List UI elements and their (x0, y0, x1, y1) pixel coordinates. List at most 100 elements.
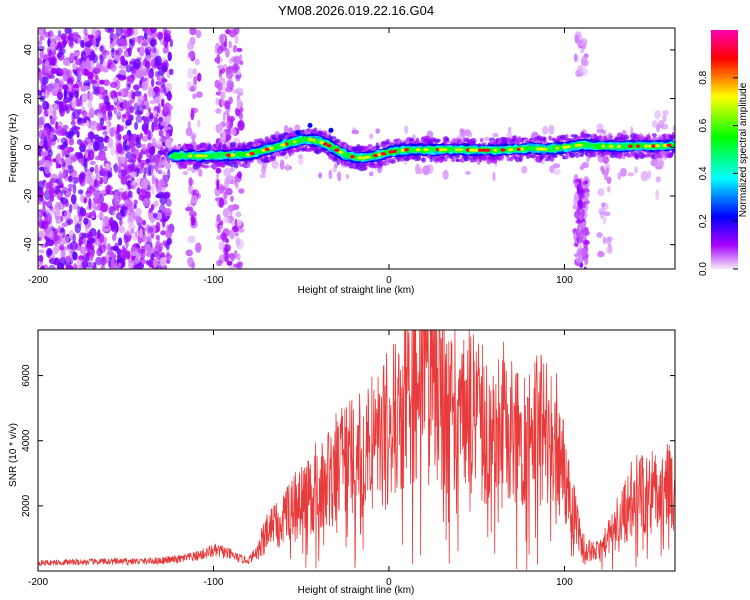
noise-speckle (222, 208, 230, 218)
noise-speckle (97, 214, 104, 219)
noise-speckle (95, 38, 100, 48)
noise-speckle (87, 91, 94, 102)
ridge-peak (249, 152, 255, 156)
noise-speckle (72, 251, 78, 261)
noise-speckle (581, 221, 586, 228)
noise-speckle (186, 167, 193, 171)
noise-speckle (169, 68, 174, 76)
noise-speckle (85, 57, 90, 68)
noise-speckle (651, 120, 658, 128)
noise-speckle (106, 243, 112, 252)
noise-speckle (141, 220, 146, 226)
noise-speckle (283, 155, 289, 160)
noise-speckle (332, 166, 337, 173)
noise-speckle (165, 228, 173, 239)
noise-speckle (115, 28, 123, 37)
noise-speckle (147, 235, 152, 246)
colorbar-gradient (711, 30, 738, 269)
noise-speckle (89, 254, 94, 262)
noise-speckle (68, 37, 74, 47)
noise-speckle (100, 202, 109, 213)
noise-speckle (116, 123, 121, 135)
ridge-peak (292, 140, 297, 144)
noise-speckle (90, 50, 96, 61)
noise-speckle (118, 164, 122, 174)
noise-speckle (136, 187, 141, 195)
noise-speckle (153, 125, 160, 131)
ridge-peak (415, 148, 421, 152)
ridge-halo (230, 141, 237, 147)
noise-speckle (135, 230, 140, 239)
noise-speckle (150, 204, 155, 211)
ridge-halo (313, 127, 318, 132)
noise-speckle (49, 257, 57, 265)
noise-speckle (135, 115, 143, 123)
noise-speckle (647, 170, 652, 180)
noise-speckle (128, 202, 135, 213)
noise-speckle (165, 241, 170, 251)
noise-speckle (62, 124, 69, 131)
noise-speckle (131, 143, 136, 153)
noise-speckle (231, 128, 237, 136)
noise-speckle (107, 137, 114, 148)
noise-speckle (605, 246, 614, 255)
y-tick-label: 40 (23, 44, 34, 56)
colorbar-label: Normalized spectral amplitude (738, 82, 749, 217)
ridge-peak (361, 156, 367, 160)
noise-speckle (41, 92, 45, 97)
noise-speckle (49, 40, 56, 52)
noise-speckle (46, 249, 53, 256)
noise-speckle (124, 111, 132, 121)
noise-speckle (143, 45, 152, 51)
noise-speckle (146, 259, 150, 266)
noise-speckle (627, 172, 635, 177)
ridge-halo (518, 156, 524, 162)
noise-speckle (660, 123, 669, 130)
ridge-halo (624, 134, 630, 140)
noise-speckle (134, 257, 141, 264)
colorbar-tick-label: 0.6 (698, 118, 709, 132)
noise-speckle (574, 31, 582, 42)
noise-speckle (105, 103, 112, 111)
noise-speckle (185, 249, 193, 257)
noise-speckle (83, 85, 91, 91)
noise-speckle (145, 102, 150, 111)
noise-speckle (239, 60, 244, 66)
ridge-peak (508, 148, 514, 152)
noise-speckle (57, 163, 62, 169)
y-tick-label: 6000 (21, 364, 32, 387)
noise-speckle (39, 196, 44, 202)
ridge-halo (463, 154, 471, 162)
noise-speckle (228, 29, 237, 38)
noise-speckle (68, 203, 73, 214)
noise-speckle (166, 115, 173, 120)
noise-speckle (69, 169, 78, 178)
noise-speckle (148, 70, 152, 79)
noise-speckle (65, 235, 70, 244)
noise-speckle (103, 145, 108, 152)
noise-speckle (68, 137, 75, 146)
noise-speckle (73, 126, 81, 131)
noise-speckle (155, 234, 160, 241)
x-tick-label: -200 (28, 577, 48, 588)
noise-speckle (48, 264, 56, 269)
noise-speckle (192, 93, 196, 99)
noise-speckle (44, 108, 48, 116)
noise-speckle (219, 184, 225, 194)
noise-speckle (232, 63, 239, 74)
noise-speckle (107, 250, 114, 256)
noise-speckle (216, 235, 222, 241)
noise-speckle (99, 79, 105, 85)
noise-speckle (73, 214, 78, 226)
noise-speckle (53, 83, 59, 95)
noise-speckle (69, 93, 73, 100)
noise-speckle (109, 90, 116, 99)
noise-speckle (224, 252, 230, 263)
x-tick-label: -100 (203, 577, 223, 588)
noise-speckle (227, 204, 235, 212)
noise-speckle (234, 34, 239, 45)
noise-speckle (89, 166, 95, 173)
ridge-peak (246, 153, 251, 157)
noise-speckle (196, 91, 203, 98)
